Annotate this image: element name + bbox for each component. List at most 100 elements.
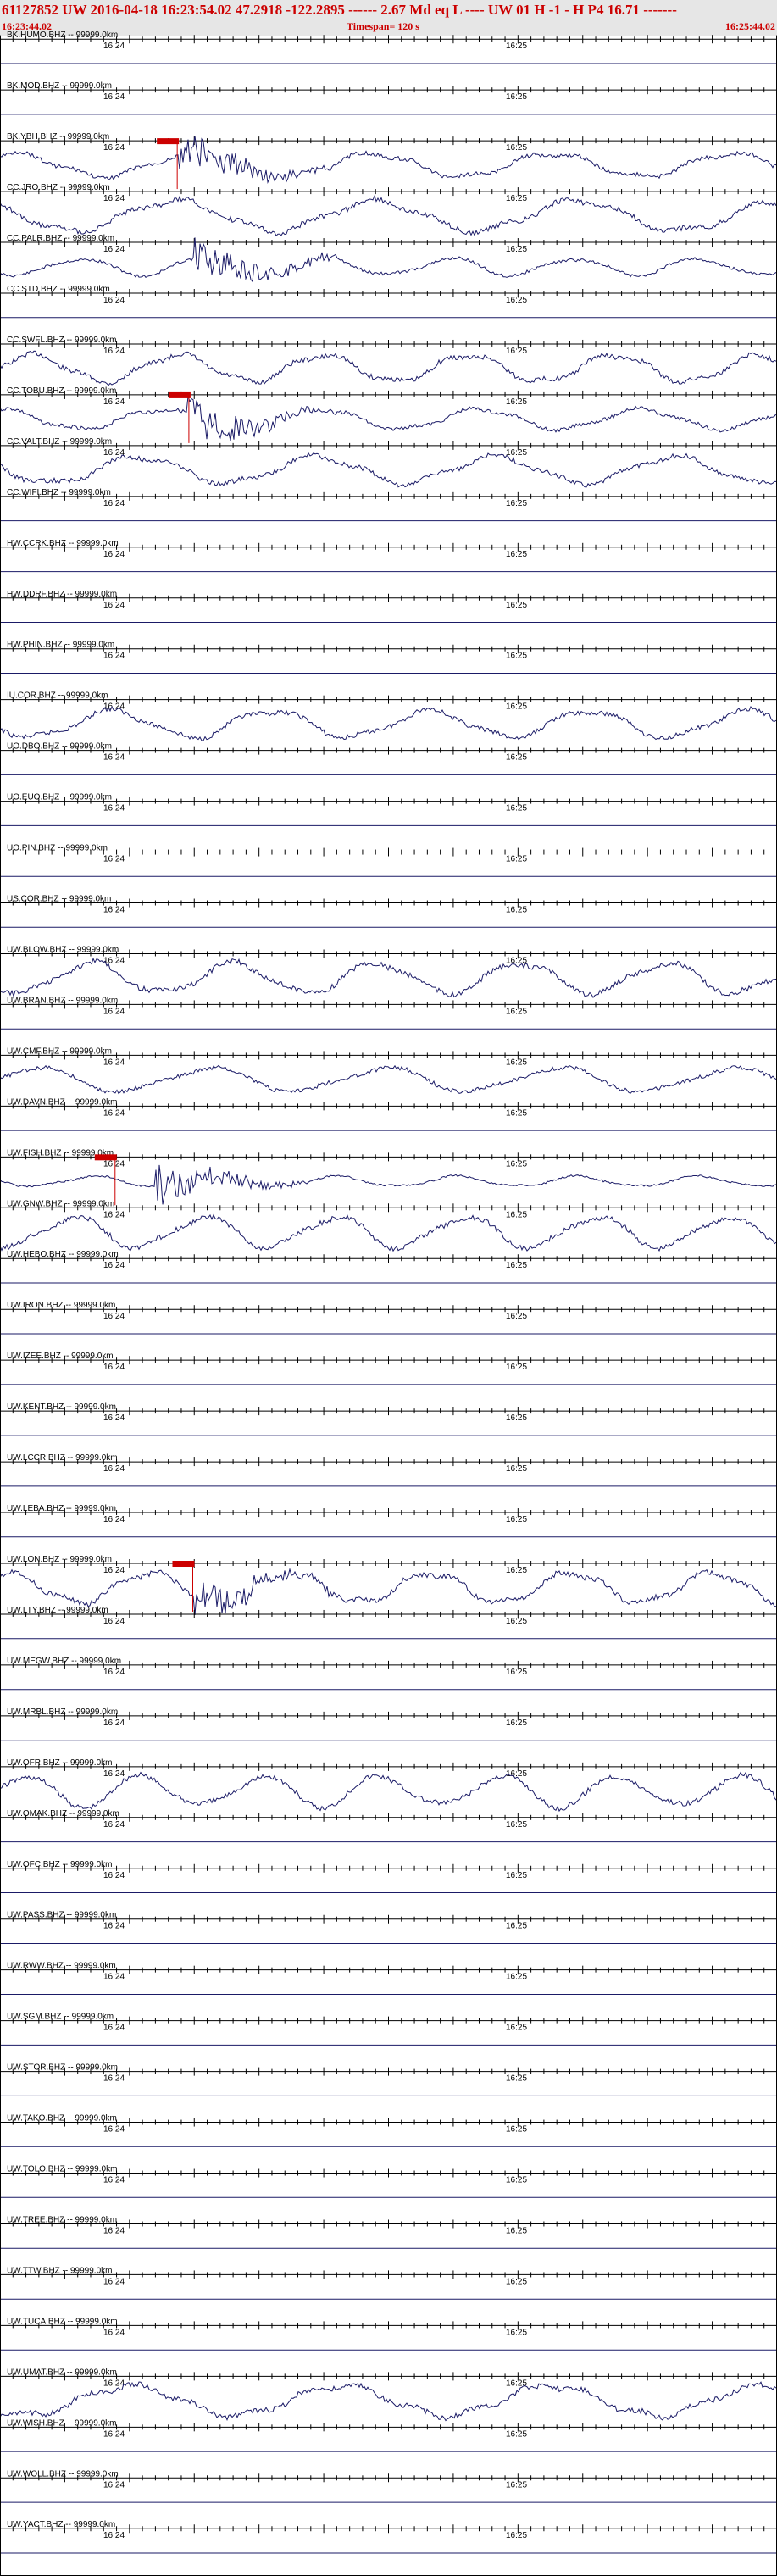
station-label: UW.LCCR.BHZ -- 99999.0km [7,1453,118,1463]
station-label: UW.LTY.BHZ -- 99999.0km [7,1606,108,1615]
tick-label: 16:24 [103,550,125,559]
trace-row: 16:24 16:25 HW.CCRK.BHZ -- 99999.0km [0,539,777,573]
tick-label: 16:25 [506,956,527,965]
waveform-trace [0,1164,777,1205]
tick-label: 16:24 [103,1922,125,1931]
trace-row: 16:24 16:25 UW.BLOW.BHZ -- 99999.0km [0,945,777,998]
tick-label: 16:25 [506,143,527,153]
tick-label: 16:25 [506,92,527,102]
tick-label: 16:25 [506,1668,527,1677]
tick-label: 16:24 [103,1312,125,1321]
trace-row: 16:24 16:25 UW.TUCA.BHZ -- 99999.0km [0,2317,777,2351]
tick-label: 16:24 [103,2277,125,2286]
trace-row: 16:24 16:25 CC.JRO.BHZ -- 99999.0km [0,183,777,237]
trace-row: 16:24 16:25 IU.COR.BHZ -- 99999.0km [0,691,777,741]
trace-row: 16:24 16:25 UW.TREE.BHZ -- 99999.0km [0,2215,777,2249]
tick-label: 16:24 [103,397,125,407]
tick-label: 16:25 [506,702,527,712]
trace-row: 16:24 16:25 UW.OFC.BHZ -- 99999.0km [0,1860,777,1893]
station-label: HW.PHIN.BHZ -- 99999.0km [7,641,114,650]
tick-label: 16:24 [103,2429,125,2439]
trace-row: 16:24 16:25 UW.OFR.BHZ -- 99999.0km [0,1758,777,1813]
waveform-trace [0,1771,777,1813]
trace-row: 16:24 16:25 UW.CMF.BHZ -- 99999.0km [0,1046,777,1095]
trace-row: 16:24 16:25 BK.MOD.BHZ -- 99999.0km [0,81,777,115]
waveform-trace [0,237,777,283]
station-label: IU.COR.BHZ -- 99999.0km [7,691,108,701]
trace-row: 16:24 16:25 UW.YACT.BHZ -- 99999.0km [0,2520,777,2554]
tick-label: 16:24 [103,906,125,915]
tick-label: 16:24 [103,2531,125,2540]
station-label: UW.TREE.BHZ -- 99999.0km [7,2215,117,2224]
trace-row: 16:24 16:25 UW.TOLO.BHZ -- 99999.0km [0,2165,777,2198]
station-label: UW.YACT.BHZ -- 99999.0km [7,2520,115,2529]
trace-row: 16:24 16:25 UW.IRON.BHZ -- 99999.0km [0,1301,777,1335]
tick-label: 16:24 [103,2226,125,2235]
phase-pick-marker [157,138,180,145]
tick-label: 16:24 [103,143,125,153]
tick-label: 16:24 [103,2480,125,2490]
trace-row: 16:24 16:25 UW.GNW.BHZ -- 99999.0km [0,1199,777,1252]
waveform-trace [0,957,777,998]
station-label: HW.CCRK.BHZ -- 99999.0km [7,539,119,548]
waveform-trace [0,1213,777,1252]
trace-row: 16:24 16:25 UW.OMAK.BHZ -- 99999.0km [0,1809,777,1843]
tick-label: 16:24 [103,1159,125,1169]
station-label: UW.OFC.BHZ -- 99999.0km [7,1860,112,1869]
tick-label: 16:25 [506,1871,527,1880]
waveform-trace [0,1064,777,1095]
tick-label: 16:25 [506,855,527,864]
tick-label: 16:24 [103,2074,125,2084]
tick-label: 16:24 [103,702,125,712]
tick-label: 16:25 [506,1261,527,1270]
station-label: UW.WISH.BHZ -- 99999.0km [7,2418,116,2428]
station-label: UW.OFR.BHZ -- 99999.0km [7,1758,112,1768]
event-title: 61127852 UW 2016-04-18 16:23:54.02 47.29… [2,2,677,18]
tick-label: 16:25 [506,2277,527,2286]
tick-label: 16:24 [103,1566,125,1575]
tick-label: 16:25 [506,499,527,508]
waveform-trace [0,396,777,441]
trace-row: 16:24 16:25 UW.TTW.BHZ -- 99999.0km [0,2266,777,2300]
trace-row: 16:24 16:25 CC.WIFI.BHZ -- 99999.0km [0,488,777,522]
trace-row: 16:24 16:25 UW.WOLL.BHZ -- 99999.0km [0,2469,777,2503]
tick-label: 16:25 [506,2226,527,2235]
station-label: UW.TOLO.BHZ -- 99999.0km [7,2165,117,2174]
trace-row: 16:24 16:25 UO.EUO.BHZ -- 99999.0km [0,793,777,826]
station-label: CC.WIFI.BHZ -- 99999.0km [7,488,111,497]
tick-label: 16:25 [506,1566,527,1575]
tick-label: 16:24 [103,1413,125,1423]
waveform-trace [0,2381,777,2422]
trace-row: 16:24 16:25 UW.UMAT.BHZ -- 99999.0km [0,2368,777,2422]
trace-row: 16:24 16:25 HW.DDRF.BHZ -- 99999.0km [0,590,777,623]
trace-row: 16:24 16:25 UW.IZEE.BHZ -- 99999.0km [0,1352,777,1385]
tick-label: 16:24 [103,1007,125,1016]
station-label: CC.TOBU.BHZ -- 99999.0km [7,386,116,396]
station-label: UW.LEBA.BHZ -- 99999.0km [7,1504,116,1513]
station-label: CC.JRO.BHZ -- 99999.0km [7,183,110,192]
tick-label: 16:25 [506,2429,527,2439]
station-label: CC.VALT.BHZ -- 99999.0km [7,437,112,447]
station-label: UW.TUCA.BHZ -- 99999.0km [7,2317,118,2326]
trace-row: 16:24 16:25 US.COR.BHZ -- 99999.0km [0,895,777,928]
station-label: UW.MRBL.BHZ -- 99999.0km [7,1707,118,1717]
tick-label: 16:25 [506,2176,527,2185]
header-bar: 61127852 UW 2016-04-18 16:23:54.02 47.29… [0,0,777,36]
tick-label: 16:25 [506,652,527,661]
tick-label: 16:25 [506,1312,527,1321]
tick-label: 16:25 [506,2024,527,2033]
tick-label: 16:25 [506,1718,527,1728]
timespan-label: Timespan= 120 s [347,20,419,32]
trace-row: 16:24 16:25 CC.SWFL.BHZ -- 99999.0km [0,336,777,386]
tick-label: 16:24 [103,1261,125,1270]
tick-label: 16:24 [103,1363,125,1372]
station-label: UW.WOLL.BHZ -- 99999.0km [7,2469,119,2479]
station-label: UW.MEGW.BHZ -- 99999.0km [7,1657,121,1666]
phase-pick-marker [94,1154,117,1161]
station-label: UW.FISH.BHZ -- 99999.0km [7,1148,114,1158]
tick-label: 16:24 [103,753,125,763]
tick-label: 16:25 [506,1413,527,1423]
tick-label: 16:24 [103,2379,125,2388]
tick-label: 16:24 [103,245,125,254]
tick-label: 16:24 [103,42,125,51]
